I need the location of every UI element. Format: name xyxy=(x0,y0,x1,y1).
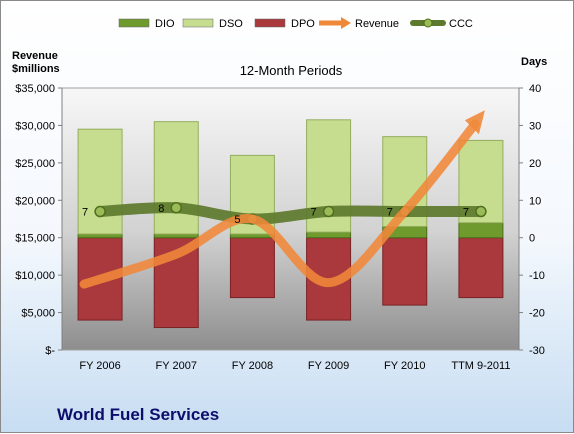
right-tick-label: -10 xyxy=(529,270,545,282)
left-tick-label: $35,000 xyxy=(15,83,55,95)
right-tick-label: 0 xyxy=(529,233,535,245)
right-tick-label: 10 xyxy=(529,195,541,207)
right-tick-label: -30 xyxy=(529,345,545,357)
left-tick-label: $10,000 xyxy=(15,270,55,282)
legend-label-revenue: Revenue xyxy=(355,18,399,30)
x-tick-label: FY 2006 xyxy=(79,360,120,372)
right-tick-label: 40 xyxy=(529,83,541,95)
ccc-data-label: 7 xyxy=(387,207,393,219)
ccc-line xyxy=(94,202,487,225)
revenue-line xyxy=(79,119,480,289)
bar-dpo xyxy=(229,237,275,299)
legend-swatch-dpo xyxy=(254,18,286,28)
legend-marker-ccc xyxy=(423,18,433,28)
right-tick-label: 30 xyxy=(529,120,541,132)
legend-label-dso: DSO xyxy=(219,18,243,30)
bar-dio xyxy=(306,231,352,239)
ccc-data-label: 8 xyxy=(158,203,164,215)
bar-dso xyxy=(153,121,199,235)
chart-title: World Fuel Services xyxy=(57,405,220,424)
legend: DIO DSO DPO Revenue CCC xyxy=(118,17,473,30)
lines xyxy=(79,110,487,289)
ccc-data-label: 7 xyxy=(311,207,317,219)
left-tick-label: $25,000 xyxy=(15,158,55,170)
legend-arrow-revenue xyxy=(341,17,351,29)
left-tick-label: $15,000 xyxy=(15,233,55,245)
legend-label-dio: DIO xyxy=(155,18,175,30)
x-tick-label: FY 2010 xyxy=(384,360,425,372)
left-tick-label: $30,000 xyxy=(15,120,55,132)
legend-swatch-dso xyxy=(182,18,214,28)
ccc-data-label: 7 xyxy=(82,207,88,219)
x-tick-label: FY 2008 xyxy=(232,360,273,372)
y-right-label: Days xyxy=(521,56,547,68)
ccc-data-label: 7 xyxy=(463,207,469,219)
ccc-data-label: 5 xyxy=(234,214,240,226)
x-tick-label: FY 2007 xyxy=(156,360,197,372)
bar-dio xyxy=(77,233,123,239)
axes: $- $5,000 $10,000 $15,000 $20,000 $25,000 $30,… xyxy=(12,50,547,372)
legend-label-ccc: CCC xyxy=(449,18,473,30)
ccc-marker xyxy=(475,205,487,218)
left-tick-label: $5,000 xyxy=(21,308,55,320)
ccc-marker xyxy=(170,202,182,214)
bar-dio xyxy=(153,233,199,239)
x-tick-label: TTM 9-2011 xyxy=(451,360,510,372)
x-tick-label: FY 2009 xyxy=(308,360,349,372)
ccc-marker xyxy=(94,205,106,218)
bars xyxy=(77,119,504,329)
ccc-marker xyxy=(322,205,335,218)
bar-dio xyxy=(229,233,275,239)
legend-swatch-dio xyxy=(118,18,150,28)
labels: 7 8 5 7 7 7 xyxy=(82,203,469,226)
bar-dio xyxy=(458,222,504,239)
y-left-label: $millions xyxy=(12,63,60,75)
left-tick-label: $20,000 xyxy=(15,195,55,207)
right-tick-label: 20 xyxy=(529,158,541,170)
bar-dpo xyxy=(458,237,504,299)
y-left-label: Revenue xyxy=(12,50,58,62)
left-tick-label: $- xyxy=(45,345,55,357)
bar-dpo xyxy=(382,237,428,306)
legend-label-dpo: DPO xyxy=(291,18,315,30)
right-tick-label: -20 xyxy=(529,308,545,320)
chart-subtitle: 12-Month Periods xyxy=(240,63,343,78)
revenue-arrowhead xyxy=(464,110,485,135)
